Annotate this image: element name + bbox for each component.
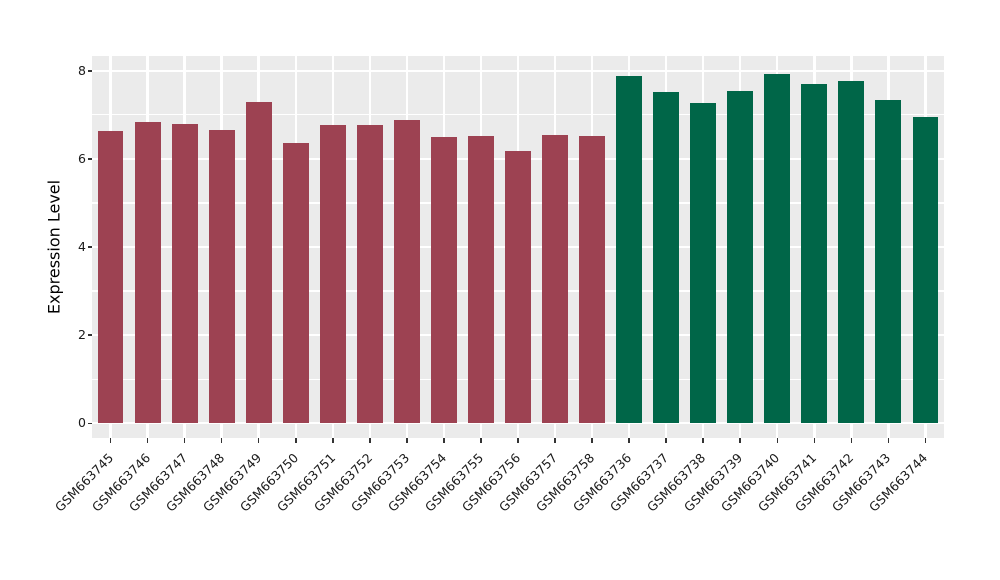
bar-GSM663748 bbox=[208, 129, 235, 424]
bar-GSM663740 bbox=[764, 73, 791, 424]
x-tick-mark bbox=[443, 438, 445, 443]
y-tick-mark bbox=[87, 246, 92, 248]
bar-GSM663746 bbox=[134, 121, 161, 424]
bar-GSM663739 bbox=[727, 91, 754, 424]
plot-panel bbox=[92, 56, 944, 438]
bar-GSM663741 bbox=[801, 83, 828, 424]
bar-GSM663745 bbox=[97, 131, 124, 424]
bar-GSM663747 bbox=[171, 123, 198, 424]
x-tick-mark bbox=[480, 438, 482, 443]
x-tick-mark bbox=[850, 438, 853, 443]
x-tick-mark bbox=[146, 438, 149, 443]
y-tick-label: 8 bbox=[78, 62, 86, 78]
x-tick-mark bbox=[183, 438, 186, 443]
bar-GSM663758 bbox=[579, 135, 606, 424]
y-tick-mark bbox=[87, 334, 92, 336]
y-tick-label: 0 bbox=[78, 415, 86, 431]
bar-GSM663754 bbox=[430, 137, 457, 424]
bar-GSM663738 bbox=[690, 103, 717, 424]
y-tick-label: 2 bbox=[78, 327, 86, 343]
y-tick-label: 6 bbox=[78, 150, 86, 166]
bar-GSM663737 bbox=[653, 92, 680, 424]
bar-GSM663751 bbox=[319, 124, 346, 424]
bar-GSM663749 bbox=[245, 101, 272, 424]
x-tick-mark bbox=[220, 438, 223, 443]
x-tick-mark bbox=[257, 438, 260, 443]
bar-GSM663753 bbox=[393, 120, 420, 424]
x-tick-mark bbox=[406, 438, 408, 443]
bar-GSM663743 bbox=[875, 100, 902, 424]
y-tick-mark bbox=[87, 422, 92, 425]
x-tick-mark bbox=[109, 438, 112, 443]
y-tick-mark bbox=[87, 158, 92, 160]
x-tick-mark bbox=[813, 438, 816, 443]
x-tick-mark bbox=[924, 438, 927, 443]
y-tick-mark bbox=[87, 69, 92, 72]
x-tick-mark bbox=[294, 438, 297, 443]
x-tick-mark bbox=[554, 438, 556, 443]
x-tick-mark bbox=[628, 438, 630, 443]
bar-GSM663755 bbox=[467, 136, 494, 424]
x-tick-mark bbox=[517, 438, 519, 443]
bar-GSM663742 bbox=[838, 80, 865, 424]
bar-GSM663750 bbox=[282, 142, 309, 424]
bar-GSM663736 bbox=[616, 76, 643, 424]
x-tick-mark bbox=[665, 438, 667, 443]
bar-GSM663757 bbox=[542, 134, 568, 424]
x-tick-mark bbox=[591, 438, 593, 443]
x-tick-mark bbox=[369, 438, 371, 443]
x-tick-mark bbox=[702, 438, 704, 443]
x-tick-mark bbox=[776, 438, 779, 443]
y-tick-label: 4 bbox=[78, 239, 86, 255]
x-tick-mark bbox=[739, 438, 742, 443]
bar-GSM663744 bbox=[912, 116, 939, 424]
x-tick-mark bbox=[887, 438, 890, 443]
bar-GSM663752 bbox=[356, 125, 383, 424]
bar-GSM663756 bbox=[505, 150, 531, 424]
x-tick-mark bbox=[331, 438, 334, 443]
